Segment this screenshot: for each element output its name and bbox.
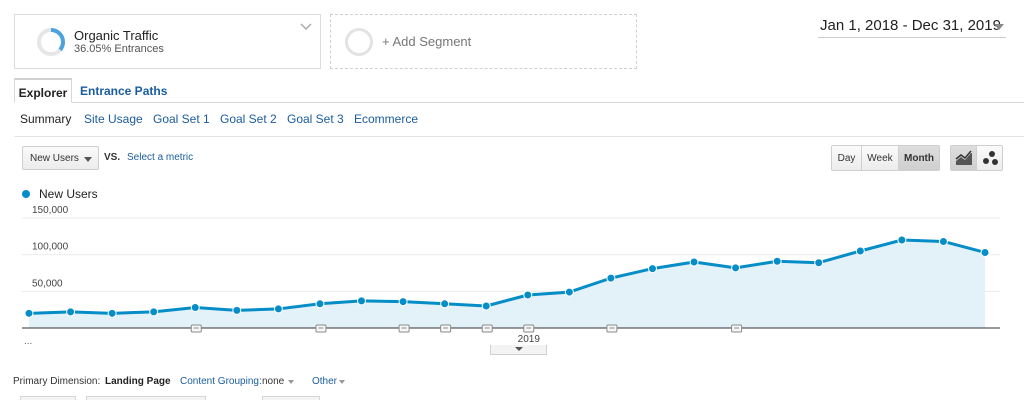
new-users-chart: 50,000 100,000 150,000 2019...	[22, 205, 1000, 347]
subnav-ecommerce[interactable]: Ecommerce	[354, 112, 419, 126]
caret-down-icon	[288, 380, 294, 384]
granularity-week-button[interactable]: Week	[861, 145, 899, 171]
date-range-label: Jan 1, 2018 - Dec 31, 2019	[820, 17, 1001, 34]
data-point	[66, 307, 76, 317]
series-area	[29, 240, 985, 328]
data-point	[190, 302, 200, 312]
legend-swatch	[22, 190, 30, 198]
date-range-picker[interactable]: Jan 1, 2018 - Dec 31, 2019	[818, 14, 1006, 38]
vs-label: VS.	[104, 152, 121, 163]
data-point	[398, 297, 408, 307]
data-point	[814, 258, 824, 268]
chart-more-label: ...	[24, 336, 32, 347]
chevron-down-icon[interactable]	[300, 23, 312, 31]
data-point	[689, 257, 699, 267]
data-point	[107, 308, 117, 318]
y-tick-label: 50,000	[32, 278, 63, 289]
metric-select-value: New Users	[30, 153, 79, 164]
data-point	[523, 290, 533, 300]
subnav-goal-set-1[interactable]: Goal Set 1	[153, 112, 210, 126]
segment-subtitle: 36.05% Entrances	[74, 43, 164, 55]
table-control[interactable]	[86, 396, 206, 400]
chart-expand-handle[interactable]	[490, 345, 547, 355]
data-point	[232, 305, 242, 315]
data-point	[938, 236, 948, 246]
metric-select[interactable]: New Users	[22, 146, 99, 170]
dimension-landing-page[interactable]: Landing Page	[105, 376, 171, 387]
legend-series-name: New Users	[39, 187, 98, 201]
data-point	[606, 273, 616, 283]
primary-dimension-label: Primary Dimension:	[13, 376, 101, 387]
other-dimension-link[interactable]: Other	[312, 376, 338, 387]
data-point	[647, 264, 657, 274]
content-grouping-value[interactable]: none	[262, 376, 285, 387]
data-point	[440, 299, 450, 309]
data-point	[315, 299, 325, 309]
data-point	[772, 256, 782, 266]
data-point	[24, 308, 34, 318]
y-tick-label: 150,000	[32, 205, 69, 216]
granularity-month-button[interactable]: Month	[898, 145, 940, 171]
caret-down-icon	[84, 157, 92, 162]
content-grouping-link[interactable]: Content Grouping:	[180, 376, 262, 387]
data-point	[980, 247, 990, 257]
section-divider	[14, 136, 1024, 137]
add-segment-label: + Add Segment	[382, 34, 472, 49]
table-control[interactable]	[262, 396, 320, 400]
data-point	[897, 235, 907, 245]
tabs-divider	[14, 102, 1024, 103]
data-point	[357, 296, 367, 306]
granularity-day-button[interactable]: Day	[831, 145, 862, 171]
table-controls-strip	[20, 396, 320, 400]
data-point	[273, 304, 283, 314]
tab-explorer[interactable]: Explorer	[14, 78, 72, 103]
add-segment-button[interactable]: + Add Segment	[330, 14, 637, 69]
table-control[interactable]	[20, 396, 76, 400]
segment-ring-icon	[37, 28, 65, 56]
subnav-site-usage[interactable]: Site Usage	[84, 112, 143, 126]
caret-down-icon	[339, 380, 345, 384]
tab-entrance-paths[interactable]: Entrance Paths	[80, 84, 168, 98]
line-chart-icon	[955, 150, 972, 165]
data-point	[481, 301, 491, 311]
motion-chart-icon	[983, 151, 998, 165]
data-point	[855, 246, 865, 256]
subnav-goal-set-3[interactable]: Goal Set 3	[287, 112, 344, 126]
segment-card[interactable]: Organic Traffic 36.05% Entrances	[14, 14, 321, 69]
x-tick-label: 2019	[518, 334, 541, 345]
series-line	[28, 238, 986, 315]
data-point	[564, 287, 574, 297]
add-segment-circle-icon	[345, 28, 373, 56]
y-tick-label: 100,000	[32, 242, 69, 253]
motion-chart-button[interactable]	[976, 145, 1003, 171]
data-point	[731, 263, 741, 273]
select-metric-link[interactable]: Select a metric	[127, 152, 194, 163]
subnav-summary[interactable]: Summary	[20, 112, 72, 126]
data-point	[149, 307, 159, 317]
caret-down-icon	[994, 24, 1004, 30]
segment-name: Organic Traffic	[74, 28, 159, 43]
caret-down-icon	[515, 347, 523, 351]
subnav-goal-set-2[interactable]: Goal Set 2	[220, 112, 277, 126]
line-chart-button[interactable]	[950, 145, 977, 171]
